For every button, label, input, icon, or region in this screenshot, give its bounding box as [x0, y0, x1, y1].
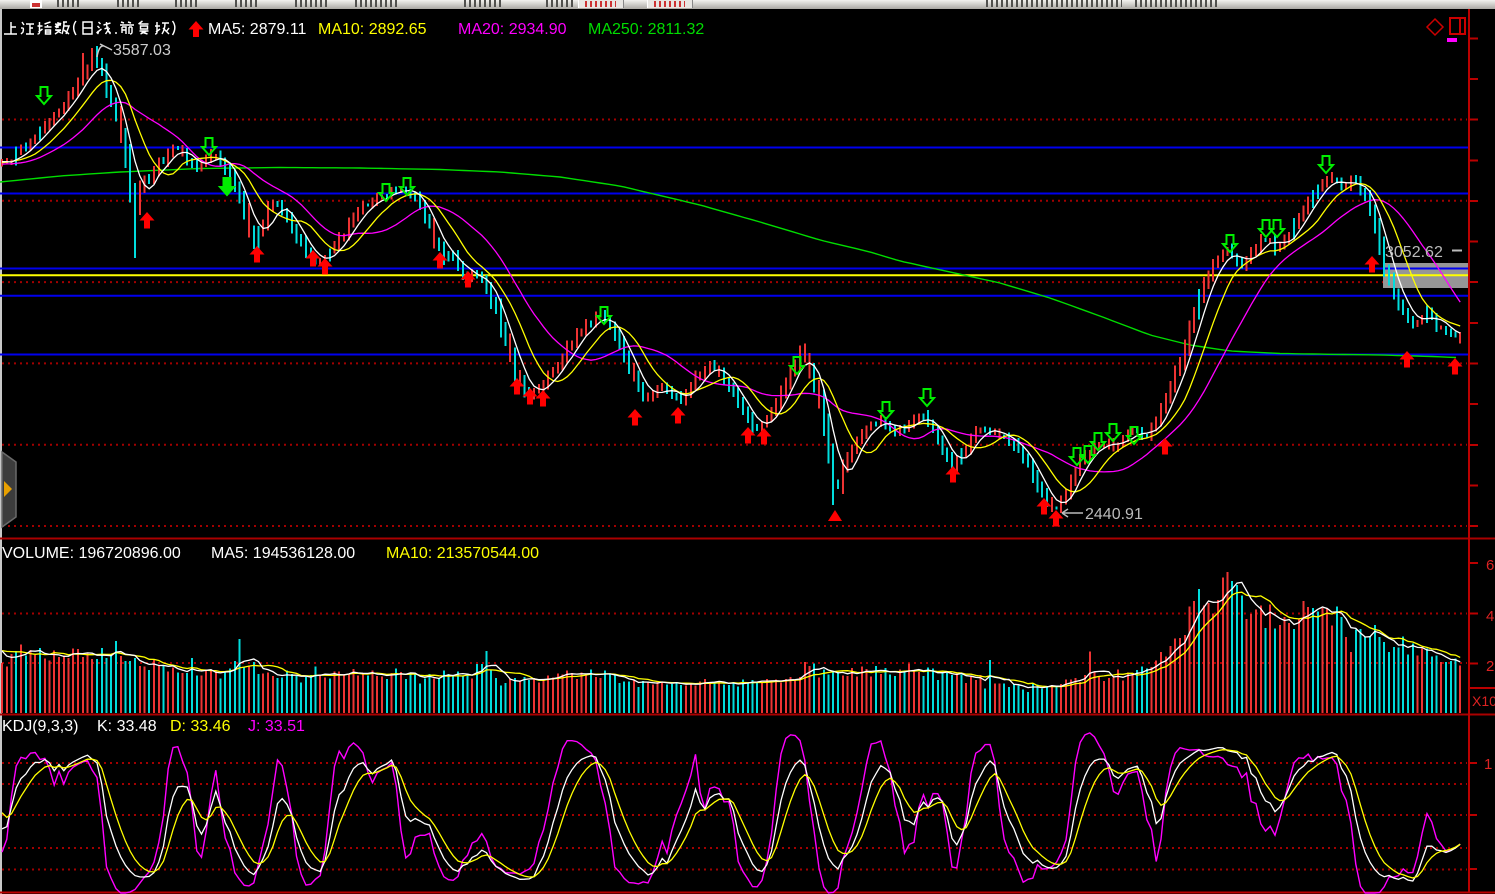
svg-text:MA5: 194536128.00: MA5: 194536128.00 — [211, 545, 355, 562]
svg-text:2440.91: 2440.91 — [1085, 506, 1143, 523]
svg-text:MA5: 2879.11: MA5: 2879.11 — [208, 21, 307, 38]
svg-text:K: 33.48: K: 33.48 — [97, 718, 157, 735]
svg-text:X10: X10 — [1472, 693, 1495, 709]
svg-text:1: 1 — [1484, 756, 1492, 773]
svg-text:3052.62: 3052.62 — [1385, 244, 1443, 261]
svg-text:D: 33.46: D: 33.46 — [170, 718, 231, 735]
svg-text:KDJ(9,3,3): KDJ(9,3,3) — [2, 718, 78, 735]
svg-text:3587.03: 3587.03 — [113, 42, 171, 59]
svg-text:MA250: 2811.32: MA250: 2811.32 — [588, 21, 704, 38]
svg-text:MA10: 2892.65: MA10: 2892.65 — [318, 21, 427, 38]
svg-text:6: 6 — [1486, 557, 1494, 574]
svg-text:4: 4 — [1486, 608, 1494, 625]
svg-text:2: 2 — [1486, 658, 1494, 675]
svg-text:VOLUME: 196720896.00: VOLUME: 196720896.00 — [2, 545, 181, 562]
svg-text:MA20: 2934.90: MA20: 2934.90 — [458, 21, 567, 38]
svg-text:MA10: 213570544.00: MA10: 213570544.00 — [386, 545, 539, 562]
svg-text:J: 33.51: J: 33.51 — [248, 718, 305, 735]
